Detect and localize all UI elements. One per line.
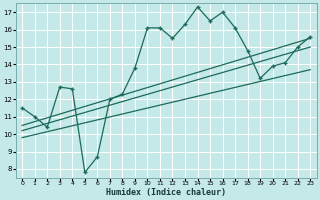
X-axis label: Humidex (Indice chaleur): Humidex (Indice chaleur) xyxy=(106,188,226,197)
